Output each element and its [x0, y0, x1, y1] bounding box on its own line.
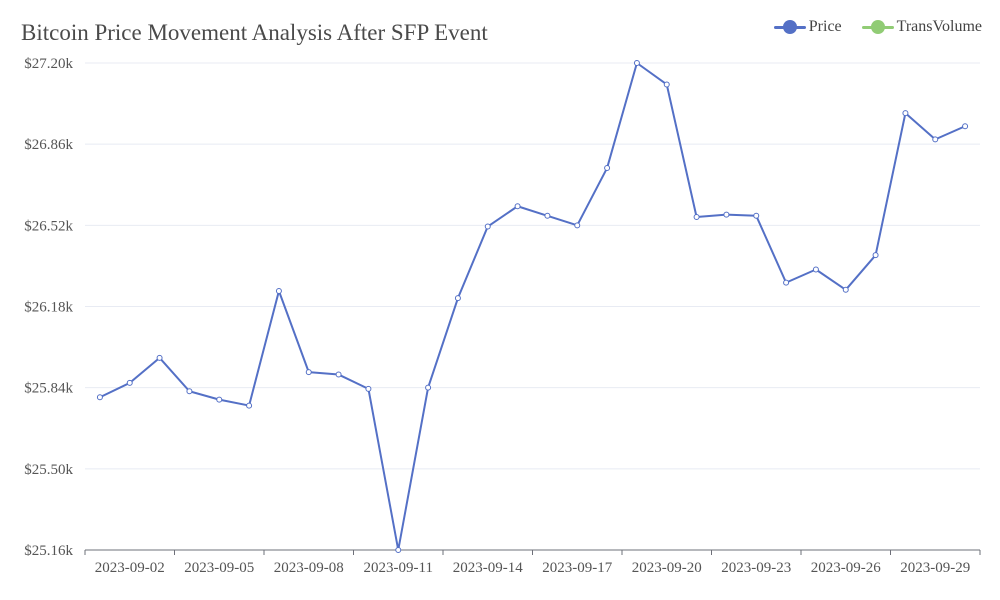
x-tick-label: 2023-09-05 [184, 560, 254, 576]
y-axis: $27.20k $26.86k $26.52k $26.18k $25.84k $25.5… [24, 56, 73, 559]
data-point[interactable] [425, 384, 432, 391]
data-point[interactable] [902, 110, 909, 117]
data-point[interactable] [484, 223, 491, 230]
x-tick-label: 2023-09-08 [274, 560, 344, 576]
legend-item-price[interactable]: Price [773, 18, 842, 36]
data-point[interactable] [783, 279, 790, 286]
data-point[interactable] [663, 81, 670, 88]
data-point[interactable] [872, 252, 879, 259]
y-tick-label: $25.16k [24, 543, 73, 559]
data-point[interactable] [335, 371, 342, 378]
y-tick-label: $26.18k [24, 300, 73, 316]
data-point[interactable] [395, 547, 402, 553]
x-tick-label: 2023-09-26 [811, 560, 881, 576]
y-tick-label: $25.84k [24, 381, 73, 397]
data-point[interactable] [633, 60, 640, 66]
grid-lines [85, 62, 980, 470]
x-tick-label: 2023-09-11 [364, 560, 433, 576]
data-point[interactable] [365, 385, 372, 392]
data-point[interactable] [246, 402, 253, 409]
data-point[interactable] [126, 379, 133, 386]
data-point[interactable] [514, 203, 521, 210]
x-tick-label: 2023-09-20 [632, 560, 702, 576]
series-price [96, 60, 969, 553]
legend: Price TransVolume [773, 18, 982, 36]
chart-title: Bitcoin Price Movement Analysis After SF… [21, 20, 488, 45]
data-point[interactable] [544, 212, 551, 219]
data-point[interactable] [216, 396, 223, 403]
data-point[interactable] [156, 354, 163, 361]
data-point[interactable] [753, 212, 760, 219]
x-tick-label: 2023-09-23 [721, 560, 791, 576]
y-tick-label: $26.52k [24, 218, 73, 234]
x-tick-label: 2023-09-17 [542, 560, 612, 576]
data-point[interactable] [932, 136, 939, 143]
data-point[interactable] [604, 165, 611, 172]
x-tick-label: 2023-09-14 [453, 560, 523, 576]
data-point[interactable] [96, 394, 103, 401]
legend-item-transvolume[interactable]: TransVolume [861, 18, 982, 36]
x-tick-label: 2023-09-29 [900, 560, 970, 576]
data-point[interactable] [693, 213, 700, 220]
x-axis: 2023-09-02 2023-09-05 2023-09-08 2023-09-11… [84, 549, 981, 576]
series-line-price [99, 62, 966, 551]
legend-swatch-price-icon [773, 20, 806, 34]
data-point[interactable] [842, 286, 849, 293]
data-point[interactable] [574, 222, 581, 229]
y-tick-label: $27.20k [24, 56, 73, 72]
data-point[interactable] [305, 369, 312, 376]
legend-swatch-transvolume-icon [861, 20, 894, 34]
x-tick-label: 2023-09-02 [95, 560, 165, 576]
data-point[interactable] [723, 211, 730, 218]
data-point[interactable] [186, 388, 193, 395]
data-point[interactable] [275, 287, 282, 294]
data-point[interactable] [454, 295, 461, 302]
y-tick-label: $25.50k [24, 462, 73, 478]
legend-label-price: Price [808, 18, 842, 35]
data-point[interactable] [962, 123, 969, 130]
y-tick-label: $26.86k [24, 137, 73, 153]
data-point[interactable] [812, 266, 819, 273]
legend-label-transvolume: TransVolume [896, 18, 982, 35]
